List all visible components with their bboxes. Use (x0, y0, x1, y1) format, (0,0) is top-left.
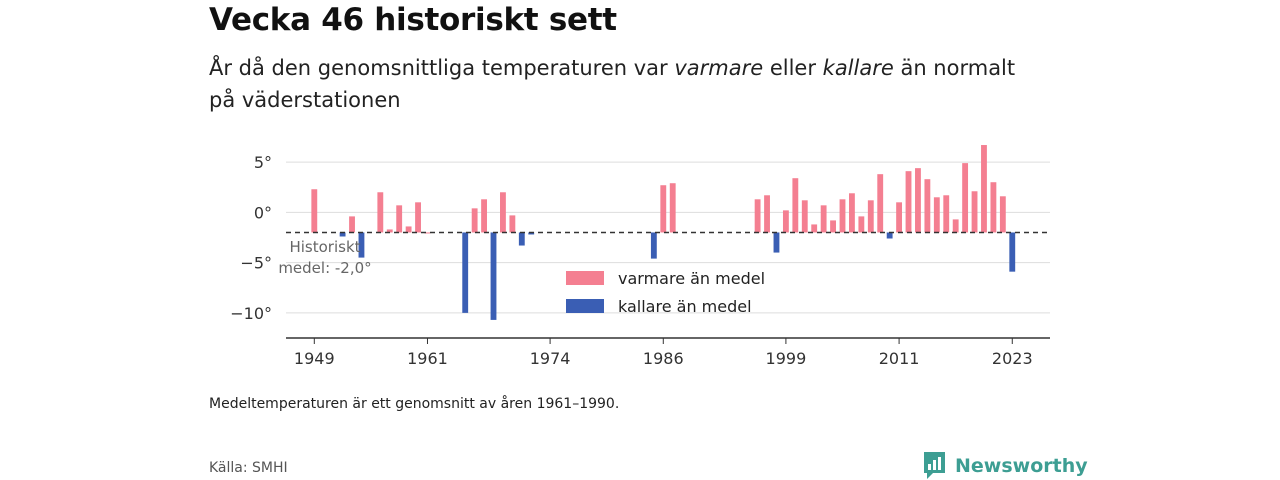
x-tick-label: 2011 (879, 349, 920, 368)
legend-swatch-colder (566, 299, 604, 313)
bar-warmer (915, 168, 921, 233)
x-tick-label: 1986 (643, 349, 684, 368)
bar-warmer (858, 216, 865, 233)
bar-warmer (481, 199, 487, 233)
bar-warmer (962, 163, 969, 233)
subtitle-colder: kallare (822, 56, 894, 80)
bar-warmer (981, 145, 987, 233)
source-label: Källa: SMHI (209, 460, 288, 476)
subtitle-text-3: än normalt på väderstationen (209, 56, 1016, 112)
bar-warmer (877, 174, 884, 233)
bar-warmer (952, 219, 959, 233)
bar-colder (528, 232, 535, 235)
bar-warmer (386, 229, 393, 233)
bar-warmer (905, 171, 912, 233)
bar-warmer (500, 192, 506, 233)
bar-colder (462, 232, 469, 313)
bar-colder (886, 232, 893, 239)
bar-warmer (811, 224, 818, 233)
footnote: Medeltemperaturen är ett genomsnitt av å… (209, 396, 620, 412)
y-tick-label: −10° (230, 304, 272, 323)
bar-warmer (424, 232, 431, 234)
bar-warmer (999, 196, 1006, 233)
y-tick-label: 0° (254, 203, 272, 222)
bar-warmer (924, 179, 931, 233)
bar-warmer (867, 200, 874, 233)
baseline-label-line1: Historiskt (289, 238, 360, 256)
y-tick-label: 5° (254, 153, 272, 172)
x-tick-label: 1949 (294, 349, 335, 368)
bar-warmer (830, 220, 836, 233)
bar-warmer (839, 199, 846, 233)
x-tick-label: 1961 (407, 349, 448, 368)
bar-warmer (764, 195, 770, 233)
baseline-label-line2: medel: -2,0° (278, 259, 371, 277)
brand-name: Newsworthy (955, 454, 1088, 477)
subtitle-warmer: varmare (674, 56, 764, 80)
bar-colder (650, 232, 657, 259)
bar-warmer (415, 202, 421, 233)
bar-warmer (782, 210, 789, 233)
bar-warmer (405, 226, 412, 233)
x-tick-label: 1974 (530, 349, 571, 368)
bar-warmer (801, 200, 808, 233)
bar-colder (490, 232, 497, 320)
bar-warmer (820, 205, 827, 233)
subtitle-text-2: eller (763, 56, 823, 80)
bar-warmer (849, 193, 855, 233)
legend-swatch-warmer (566, 271, 604, 285)
y-tick-label: −5° (240, 254, 272, 273)
bar-warmer (896, 202, 903, 233)
bar-colder (773, 232, 780, 253)
bar-warmer (660, 185, 667, 233)
bar-warmer (396, 205, 403, 233)
bar-warmer (943, 195, 950, 233)
x-tick-label: 1999 (766, 349, 807, 368)
brand[interactable]: Newsworthy (922, 451, 1088, 480)
bar-warmer (311, 189, 318, 233)
x-tick-label: 2023 (992, 349, 1033, 368)
bar-warmer (792, 178, 799, 233)
legend-label-colder: kallare än medel (618, 297, 752, 316)
bar-warmer (933, 197, 940, 233)
bar-warmer (349, 216, 355, 233)
bar-warmer (990, 182, 997, 233)
bar-warmer (471, 208, 478, 233)
bar-warmer (971, 191, 978, 233)
chart-title: Vecka 46 historiskt sett (209, 2, 617, 38)
chart-subtitle: År då den genomsnittliga temperaturen va… (209, 52, 1029, 116)
bar-colder (518, 232, 525, 246)
bar-colder (358, 232, 365, 258)
legend-label-warmer: varmare än medel (618, 269, 765, 288)
bar-warmer (669, 183, 676, 233)
bar-warmer (377, 192, 384, 233)
bar-warmer (754, 199, 761, 233)
subtitle-text-1: År då den genomsnittliga temperaturen va… (209, 56, 675, 80)
bar-warmer (509, 215, 516, 233)
bar-colder (1009, 232, 1016, 272)
newsworthy-logo-icon (924, 452, 945, 479)
bar-colder (339, 232, 346, 237)
